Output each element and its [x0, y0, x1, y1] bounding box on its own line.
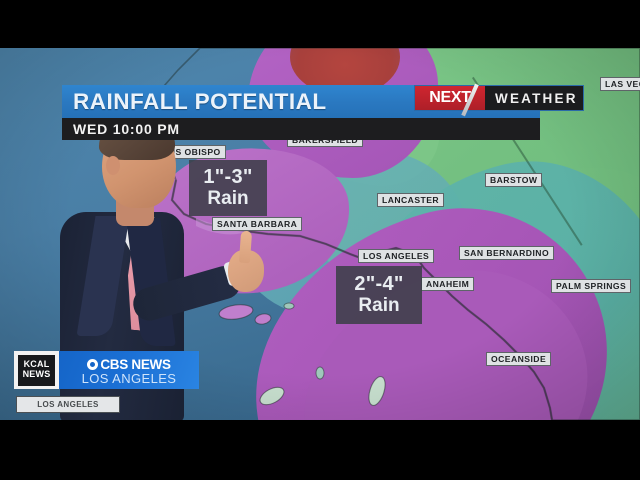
cbs-eye-icon: [87, 358, 99, 370]
weather-logo-text: WEATHER: [495, 90, 578, 106]
kcal-logo-line1: KCAL: [23, 359, 50, 370]
rain-amount-southland: 2"-4": [354, 273, 404, 296]
city-label-lancaster: LANCASTER: [377, 193, 445, 208]
rain-label-central-coast: Rain: [207, 187, 249, 209]
city-label-los-angeles: LOS ANGELES: [358, 249, 435, 264]
cbs-news-banner: CBS NEWS LOS ANGELES: [59, 351, 199, 389]
rain-callout-central-coast: 1"-3" Rain: [189, 160, 267, 216]
rain-amount-central-coast: 1"-3": [203, 166, 253, 189]
kcal-logo: KCAL NEWS: [14, 351, 59, 389]
index-finger: [238, 230, 253, 264]
city-label-barstow: BARSTOW: [485, 173, 543, 188]
page-title: RAINFALL POTENTIAL: [73, 88, 327, 114]
cbs-news-text: CBS NEWS: [100, 356, 171, 372]
lower-ticker: LOS ANGELES: [16, 396, 120, 413]
ear: [106, 156, 120, 175]
next-logo-text: NEXT: [429, 89, 471, 106]
timestamp-bar: WED 10:00 PM: [62, 118, 540, 140]
kcal-logo-line2: NEWS: [22, 369, 51, 379]
next-logo-badge: NEXT: [415, 83, 485, 117]
city-label-san-bernardino: SAN BERNARDINO: [459, 246, 555, 261]
station-branding-bug: KCAL NEWS CBS NEWS LOS ANGELES: [14, 351, 199, 389]
ticker-text: LOS ANGELES: [37, 400, 99, 409]
city-label-santa-barbara: SANTA BARBARA: [212, 217, 303, 232]
city-label-palm-springs: PALM SPRINGS: [551, 279, 632, 294]
broadcast-video-frame: SAN LUIS OBISPO BAKERSFIELD LAS VEGAS BA…: [0, 48, 640, 420]
cbs-news-line: CBS NEWS: [87, 356, 171, 372]
rain-callout-southland: 2"-4" Rain: [336, 266, 422, 324]
cbs-market-text: LOS ANGELES: [81, 370, 177, 386]
city-label-oceanside: OCEANSIDE: [486, 352, 552, 367]
forecast-timestamp: WED 10:00 PM: [73, 121, 180, 137]
city-label-anaheim: ANAHEIM: [421, 277, 475, 292]
kcal-logo-inner: KCAL NEWS: [18, 354, 55, 386]
rain-label-southland: Rain: [358, 294, 400, 316]
city-label-las-vegas: LAS VEGAS: [600, 77, 640, 92]
next-weather-logo: NEXT WEATHER: [414, 83, 584, 117]
